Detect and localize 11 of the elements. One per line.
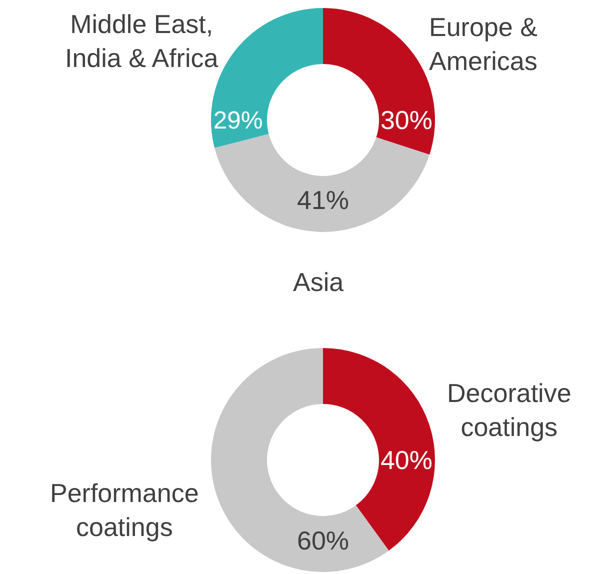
slice-label: Asia (293, 267, 344, 297)
data-label: 41% (296, 185, 350, 216)
slice-label: Middle East, India & Africa (65, 9, 219, 73)
slice-label: Europe & Americas (429, 12, 538, 76)
data-label: 60% (296, 526, 350, 556)
slice-label: Performance coatings (50, 478, 199, 542)
data-label: 30% (380, 106, 432, 135)
data-label: 40% (380, 446, 432, 475)
donut-slice (214, 134, 430, 232)
slice-label: Decorative coatings (447, 378, 572, 442)
data-label: 29% (213, 108, 263, 135)
